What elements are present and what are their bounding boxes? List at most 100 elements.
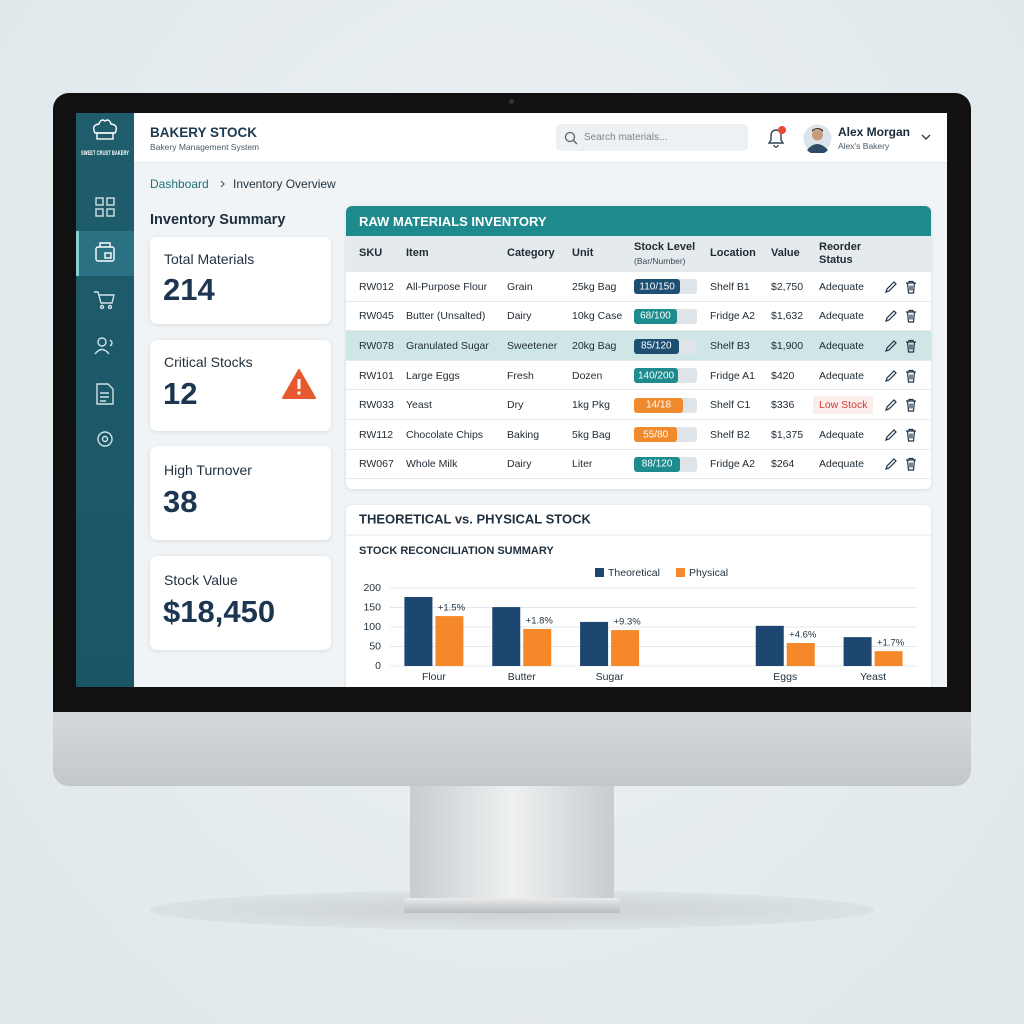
nav-settings[interactable]	[97, 431, 113, 447]
cell-category: Dry	[507, 399, 524, 412]
breadcrumb-separator	[220, 180, 225, 188]
y-tick-label: 100	[363, 621, 381, 633]
cell-sku: RW078	[359, 340, 394, 352]
stock-bar	[634, 427, 678, 443]
edit-button[interactable]	[884, 428, 898, 442]
y-tick-label: 0	[375, 660, 381, 672]
legend-swatch	[595, 568, 604, 577]
annotation: +9.3%	[613, 617, 641, 628]
bar	[523, 628, 552, 666]
avatar[interactable]	[803, 124, 832, 153]
table-header-bar	[346, 206, 931, 236]
cell-sku: RW012	[359, 280, 394, 293]
summary-card: Critical Stocks 12	[150, 340, 331, 431]
breadcrumb-current: Inventory Overview	[233, 177, 336, 191]
nav-inventory[interactable]	[95, 242, 115, 262]
stock-label: 110/150	[639, 281, 675, 293]
delete-button[interactable]	[904, 280, 918, 294]
summary-card: Stock Value $18,450	[150, 556, 331, 650]
search-placeholder: Search materials...	[584, 132, 668, 143]
table-title: RAW MATERIALS INVENTORY	[359, 214, 547, 229]
delete-icon	[906, 280, 916, 294]
legend-label: Physical	[689, 567, 728, 579]
cell-sku: RW045	[359, 310, 394, 323]
cell-location: Shelf B3	[710, 340, 750, 352]
summary-title: Inventory Summary	[150, 212, 286, 228]
logo-icon	[92, 119, 118, 140]
card-label: Total Materials	[164, 251, 255, 267]
chart-subtitle: STOCK RECONCILIATION SUMMARY	[359, 545, 554, 557]
sidebar-icons: SWEET CRUST BAKERY	[76, 119, 134, 447]
nav-orders[interactable]	[94, 291, 115, 310]
legend-label: Theoretical	[608, 567, 660, 579]
cell-value: $1,375	[771, 428, 804, 441]
breadcrumb-link[interactable]: Dashboard	[150, 177, 209, 191]
cell-sku: RW112	[359, 428, 394, 441]
cell-status: Low Stock	[813, 396, 874, 415]
cell-sku: RW067	[359, 458, 394, 471]
cell-item: Whole Milk	[406, 458, 458, 471]
edit-button[interactable]	[884, 309, 898, 323]
cell-unit: Dozen	[572, 369, 603, 382]
stock-label: 140/200	[637, 370, 675, 382]
nav-dashboard[interactable]	[95, 197, 115, 217]
user-menu-toggle[interactable]	[920, 132, 932, 142]
delete-icon	[906, 310, 916, 323]
cell-status: Adequate	[819, 280, 864, 293]
cell-location: Shelf B2	[710, 428, 750, 441]
stock-bar	[634, 456, 681, 472]
user-name: Alex Morgan	[838, 125, 911, 139]
brand: SWEET CRUST BAKERY	[81, 151, 129, 157]
cell-location: Fridge A2	[710, 310, 755, 323]
delete-button[interactable]	[904, 428, 918, 442]
column-header: Value	[771, 247, 800, 259]
notification-bell[interactable]	[764, 124, 790, 150]
stand-base	[404, 898, 620, 913]
cell-category: Baking	[507, 428, 540, 441]
nav-reports[interactable]	[96, 383, 114, 405]
cell-item: Butter (Unsalted)	[406, 310, 486, 323]
screen-bottom-mask	[76, 687, 947, 712]
cell-unit: 5kg Bag	[572, 428, 611, 441]
cell-value: $2,750	[771, 280, 804, 293]
x-tick-label: Sugar	[596, 671, 625, 683]
delete-button[interactable]	[904, 339, 918, 353]
column-header: Stock Level	[634, 241, 696, 253]
cell-value: $420	[771, 369, 795, 382]
cell-unit: 20kg Bag	[572, 340, 617, 352]
annotation: +1.7%	[877, 638, 905, 649]
cell-sku: RW033	[359, 399, 394, 412]
y-tick-label: 50	[369, 640, 381, 652]
delete-button[interactable]	[904, 309, 918, 323]
cell-unit: 25kg Bag	[572, 280, 617, 293]
edit-icon	[885, 369, 897, 382]
delete-icon	[906, 399, 916, 412]
cell-item: Granulated Sugar	[406, 340, 489, 352]
edit-button[interactable]	[884, 280, 898, 294]
chart-panel: THEORETICAL vs. PHYSICAL STOCK STOCK REC…	[346, 505, 931, 705]
nav-users[interactable]	[94, 337, 113, 355]
stock-label: 88/120	[641, 458, 673, 470]
cell-unit: 1kg Pkg	[572, 399, 610, 412]
bar	[843, 637, 872, 666]
stock-bar	[634, 338, 679, 354]
delete-button[interactable]	[904, 457, 918, 471]
chart-title: THEORETICAL vs. PHYSICAL STOCK	[359, 511, 591, 526]
edit-button[interactable]	[884, 457, 898, 471]
card-label: High Turnover	[164, 462, 252, 478]
cell-item: Chocolate Chips	[406, 428, 484, 441]
user-org: Alex's Bakery	[838, 141, 890, 151]
bar	[611, 630, 640, 666]
edit-button[interactable]	[884, 369, 898, 383]
edit-button[interactable]	[884, 398, 898, 412]
edit-button[interactable]	[884, 339, 898, 353]
card-value: 12	[163, 376, 198, 411]
delete-button[interactable]	[904, 369, 918, 383]
search-box[interactable]	[556, 124, 748, 151]
delete-button[interactable]	[904, 398, 918, 412]
cell-unit: Liter	[572, 458, 593, 471]
y-tick-label: 200	[363, 582, 381, 594]
table-row[interactable]	[346, 420, 931, 450]
cell-location: Shelf B1	[710, 280, 750, 293]
